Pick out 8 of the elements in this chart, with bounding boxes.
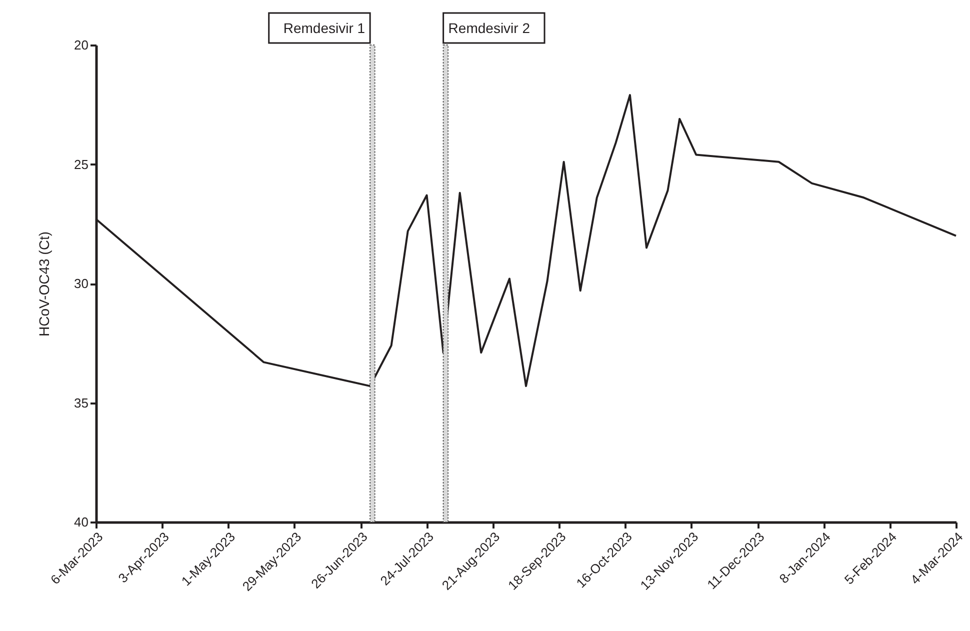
band-label: Remdesivir 2 xyxy=(448,20,530,36)
y-tick-label: 30 xyxy=(74,276,88,291)
y-tick-label: 20 xyxy=(74,38,88,52)
y-tick-label: 40 xyxy=(74,514,88,530)
y-tick-label: 25 xyxy=(74,156,88,172)
band-label: Remdesivir 1 xyxy=(283,20,366,36)
y-axis-title: HCoV-OC43 (Ct) xyxy=(36,231,52,337)
y-tick-label: 35 xyxy=(74,395,88,410)
